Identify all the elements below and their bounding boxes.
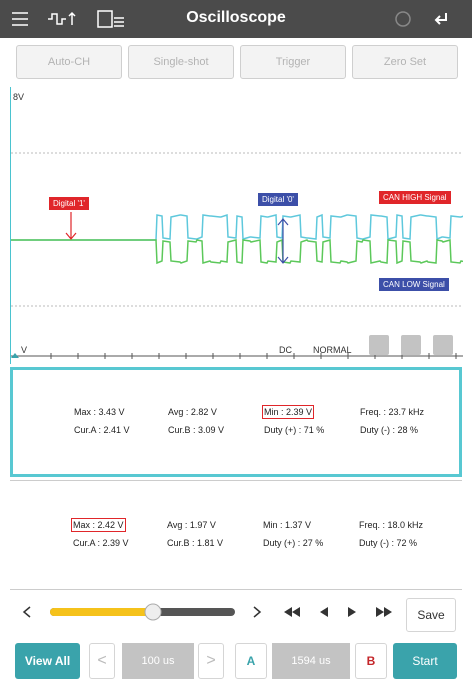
toolbar-button[interactable]: Zero Set [352,45,458,79]
toolbar-button[interactable]: Auto-CH [16,45,122,79]
can-high-trace [11,213,463,241]
app-title: Oscilloscope [186,9,286,26]
annotation: CAN HIGH Signal [379,191,451,204]
measurement: Cur.B : 1.81 V [167,538,224,548]
measurement: Duty (+) : 71 % [264,425,325,435]
waveform [11,152,463,359]
top-scale-label: 8V [13,92,25,102]
measurement: Duty (+) : 27 % [263,538,324,548]
next-button[interactable]: > [198,643,224,679]
arrow [277,218,289,264]
measurement: Duty (-) : 28 % [360,425,419,435]
measurement-panel[interactable]: Max : 3.43 V Avg : 2.82 V Min : 2.39 V Freq… [10,367,462,477]
view-all-button[interactable]: View All [15,643,80,679]
scope-button[interactable] [433,335,453,355]
measurement: Freq. : 23.7 kHz [360,407,425,417]
playback-controls [22,603,392,621]
scope-display: 8V V Digital '1' Digital '0' CAN HIGH Si… [10,87,463,364]
prev-button[interactable]: < [89,643,115,679]
measurement: Cur.B : 3.09 V [168,425,225,435]
save-button[interactable]: Save [406,598,456,632]
measurement: Avg : 1.97 V [167,520,216,530]
annotation: Digital '0' [258,193,298,206]
measurement: Max : 3.43 V [74,407,125,417]
coupling: DC [279,345,292,355]
measurement: Min : 2.39 V [261,405,315,419]
start-button[interactable]: Start [393,643,457,679]
measurement: Cur.A : 2.39 V [73,538,129,548]
scope-button[interactable] [369,335,389,355]
time-division: 100 us [122,643,194,679]
cursor-a-button[interactable]: A [235,643,267,679]
measurement: Freq. : 18.0 kHz [359,520,424,530]
measurement: Cur.A : 2.41 V [74,425,130,435]
measurement: Avg : 2.82 V [168,407,217,417]
can-low-trace [11,238,463,265]
cursor-b-button[interactable]: B [355,643,387,679]
trigger-mode: NORMAL [313,345,352,355]
top-bar: Oscilloscope [0,0,472,38]
bottom-scale-label: V [21,345,28,355]
annotation: CAN LOW Signal [379,278,449,291]
measurement: Max : 2.42 V [71,518,126,532]
scope-button[interactable] [401,335,421,355]
annotation: Digital '1' [49,197,89,210]
arrow [65,212,77,240]
toolbar-button[interactable]: Single-shot [128,45,234,79]
cursor-position: 1594 us [272,643,350,679]
measurement: Duty (-) : 72 % [359,538,418,548]
toolbar-button[interactable]: Trigger [240,45,346,79]
measurement: Min : 1.37 V [263,520,312,530]
top-icons [12,10,447,28]
measurement-panel[interactable]: Max : 2.42 V Avg : 1.97 V Min : 1.37 V Freq… [10,480,462,590]
